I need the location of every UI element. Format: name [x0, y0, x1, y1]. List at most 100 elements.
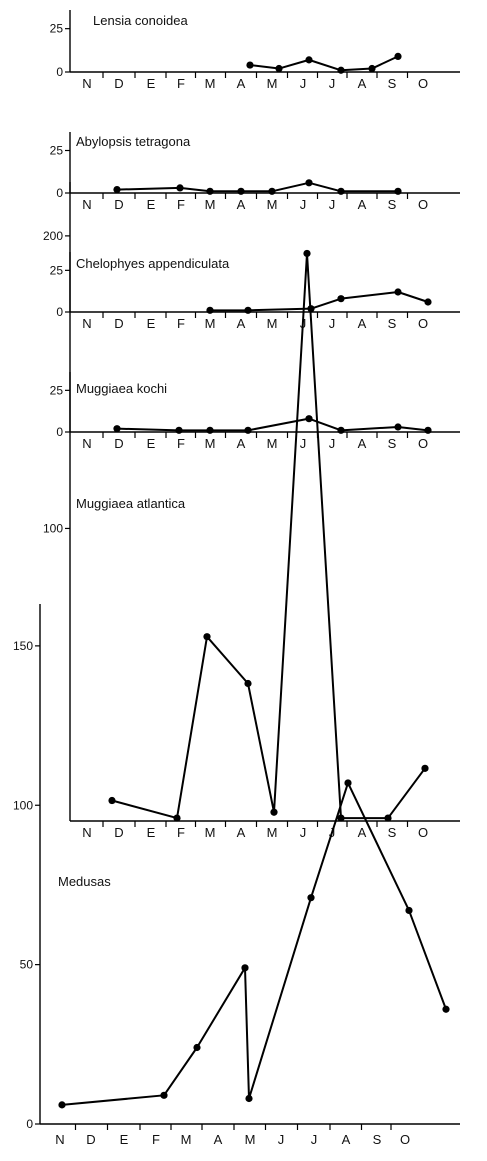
x-tick-label: D — [114, 825, 123, 840]
data-point — [305, 415, 313, 423]
x-tick-label: A — [358, 316, 367, 331]
data-point — [337, 295, 345, 303]
x-tick-label: J — [329, 76, 336, 91]
data-point — [394, 52, 402, 61]
series-line — [116, 181, 398, 193]
data-point — [268, 187, 276, 195]
data-point — [206, 306, 214, 314]
series-line — [116, 417, 429, 432]
x-tick-label: O — [400, 1132, 410, 1147]
x-tick-label: J — [329, 197, 336, 212]
data-point — [337, 426, 345, 434]
panel-title: Lensia conoidea — [93, 13, 188, 28]
data-point — [206, 187, 214, 195]
x-tick-label: M — [267, 76, 278, 91]
x-tick-label: N — [82, 316, 91, 331]
x-tick-label: M — [245, 1132, 256, 1147]
x-tick-label: J — [300, 197, 307, 212]
y-tick-label: 0 — [26, 1117, 33, 1131]
data-point — [421, 764, 429, 772]
x-tick-label: O — [418, 436, 428, 451]
x-tick-label: A — [237, 197, 246, 212]
y-tick-label: 0 — [56, 305, 63, 319]
x-tick-label: J — [300, 76, 307, 91]
y-tick-label: 200 — [43, 229, 63, 243]
x-tick-label: J — [300, 825, 307, 840]
x-tick-label: D — [114, 316, 123, 331]
x-tick-label: J — [329, 436, 336, 451]
y-tick-label: 100 — [13, 798, 33, 812]
x-tick-label: N — [55, 1132, 64, 1147]
panel-title: Medusas — [58, 874, 111, 889]
x-tick-label: F — [177, 316, 185, 331]
x-tick-label: E — [147, 197, 156, 212]
panel-title: Muggiaea atlantica — [76, 496, 186, 511]
panel-title: Muggiaea kochi — [76, 381, 167, 396]
x-tick-label: E — [147, 825, 156, 840]
series-line — [249, 55, 399, 72]
x-tick-label: F — [152, 1132, 160, 1147]
data-point — [246, 61, 254, 69]
x-tick-label: M — [205, 436, 216, 451]
x-tick-label: N — [82, 76, 91, 91]
data-point — [203, 633, 211, 641]
x-tick-label: J — [311, 1132, 318, 1147]
y-tick-label: 25 — [50, 383, 64, 397]
y-tick-label: 150 — [13, 639, 33, 653]
data-point — [175, 426, 183, 434]
y-tick-label: 100 — [43, 521, 63, 535]
x-tick-label: N — [82, 825, 91, 840]
y-tick-label: 50 — [20, 958, 34, 972]
panel-lensia-conoidea: Lensia conoidea 0 25 N D E F M A M J J A S O — [50, 10, 460, 91]
data-point — [424, 426, 432, 434]
x-tick-label: A — [237, 825, 246, 840]
x-tick-label: F — [177, 436, 185, 451]
data-point — [270, 808, 278, 816]
x-tick-label: M — [267, 197, 278, 212]
x-tick-label: D — [114, 76, 123, 91]
data-point — [337, 814, 345, 822]
data-point — [394, 288, 402, 296]
data-point — [206, 426, 214, 434]
series-line — [210, 291, 429, 312]
data-point — [307, 894, 315, 902]
data-point — [337, 187, 345, 195]
data-point — [113, 186, 121, 194]
data-point — [245, 1094, 253, 1103]
x-tick-label: M — [181, 1132, 192, 1147]
data-point — [442, 1005, 450, 1013]
x-tick-label: A — [358, 76, 367, 91]
x-tick-label: O — [418, 197, 428, 212]
y-tick-label: 0 — [56, 425, 63, 439]
x-tick-label: J — [329, 316, 336, 331]
x-tick-label: A — [237, 436, 246, 451]
data-point — [275, 64, 283, 73]
x-tick-label: M — [205, 825, 216, 840]
data-point — [303, 249, 311, 258]
data-point — [244, 306, 252, 314]
x-tick-label: S — [388, 436, 397, 451]
y-tick-label: 25 — [50, 22, 64, 36]
x-tick-label: D — [86, 1132, 95, 1147]
series-line — [111, 252, 426, 820]
y-tick-label: 25 — [50, 263, 64, 277]
x-tick-label: A — [342, 1132, 351, 1147]
x-tick-label: E — [147, 316, 156, 331]
x-tick-label: M — [205, 76, 216, 91]
data-point — [424, 298, 432, 306]
x-tick-label: O — [418, 825, 428, 840]
x-tick-label: N — [82, 197, 91, 212]
x-tick-label: F — [177, 76, 185, 91]
data-point — [368, 64, 376, 73]
x-tick-label: M — [267, 316, 278, 331]
data-point — [113, 425, 121, 433]
x-tick-label: S — [388, 197, 397, 212]
data-point — [344, 779, 352, 787]
y-tick-label: 0 — [56, 186, 63, 200]
data-point — [337, 66, 345, 74]
x-tick-label: J — [300, 436, 307, 451]
x-tick-label: S — [388, 76, 397, 91]
data-point — [244, 426, 252, 434]
x-tick-label: S — [388, 825, 397, 840]
